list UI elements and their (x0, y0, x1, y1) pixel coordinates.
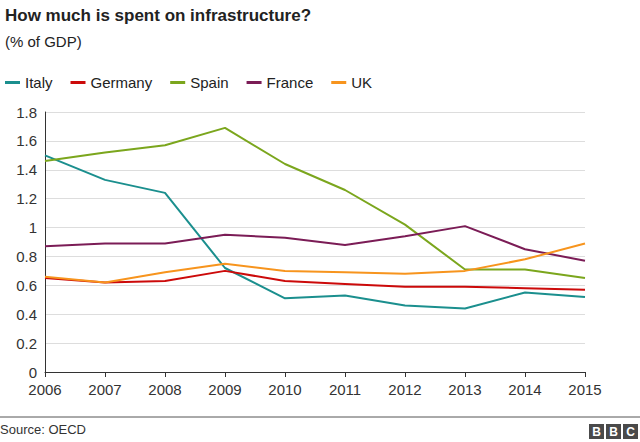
svg-text:0.4: 0.4 (16, 306, 37, 323)
svg-text:1.8: 1.8 (16, 104, 37, 121)
svg-text:1.6: 1.6 (16, 132, 37, 149)
svg-text:1: 1 (29, 219, 37, 236)
svg-text:0.6: 0.6 (16, 277, 37, 294)
svg-text:Spain: Spain (190, 74, 228, 91)
svg-text:0.8: 0.8 (16, 248, 37, 265)
svg-text:2014: 2014 (508, 381, 541, 398)
svg-text:0: 0 (29, 364, 37, 381)
svg-text:How much is spent on infrastru: How much is spent on infrastructure? (5, 6, 311, 25)
svg-text:2011: 2011 (329, 381, 361, 398)
svg-text:1.4: 1.4 (16, 161, 37, 178)
svg-text:2009: 2009 (208, 381, 241, 398)
svg-text:France: France (267, 74, 314, 91)
svg-text:C: C (626, 425, 635, 439)
svg-text:Source: OECD: Source: OECD (0, 422, 86, 437)
svg-text:2015: 2015 (568, 381, 601, 398)
svg-text:Italy: Italy (25, 74, 53, 91)
svg-text:Germany: Germany (91, 74, 153, 91)
svg-text:2012: 2012 (388, 381, 421, 398)
svg-text:2007: 2007 (88, 381, 121, 398)
svg-text:2010: 2010 (268, 381, 301, 398)
svg-text:1.2: 1.2 (16, 190, 37, 207)
svg-text:B: B (592, 425, 601, 439)
svg-text:2006: 2006 (28, 381, 61, 398)
svg-text:2008: 2008 (148, 381, 181, 398)
svg-text:B: B (609, 425, 618, 439)
svg-text:2013: 2013 (448, 381, 481, 398)
svg-text:(% of GDP): (% of GDP) (5, 33, 82, 50)
svg-text:0.2: 0.2 (16, 335, 37, 352)
svg-text:UK: UK (351, 74, 372, 91)
